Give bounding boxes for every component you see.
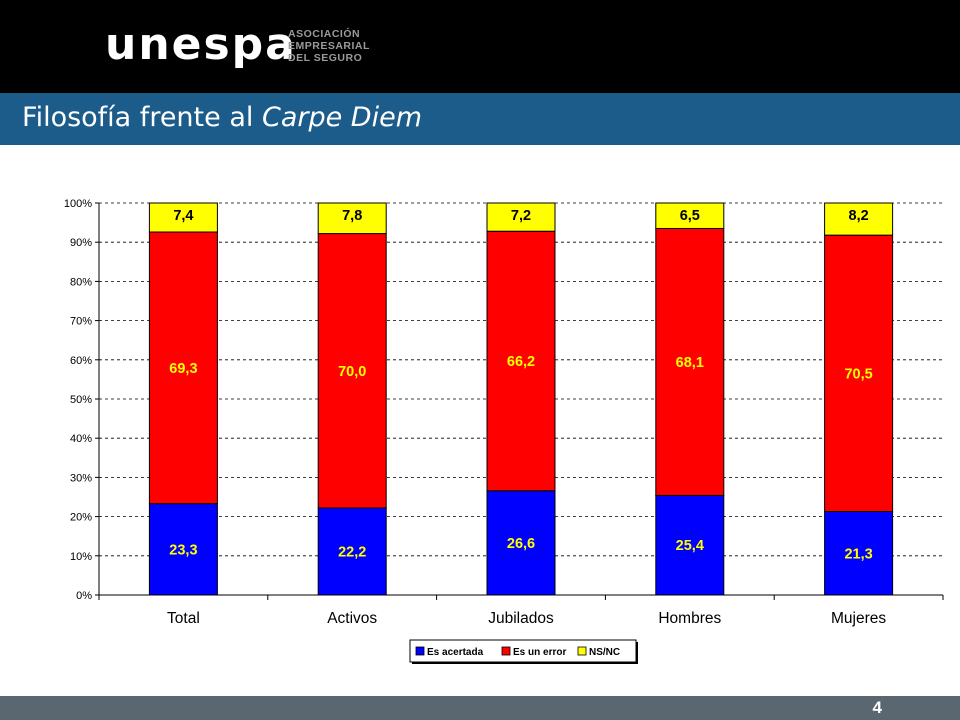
bar-segment <box>148 503 218 596</box>
legend-box <box>409 639 637 663</box>
data-label: 68,1 <box>676 355 704 371</box>
data-label: 23,3 <box>169 542 197 558</box>
data-label: 70,0 <box>338 364 366 380</box>
legend-swatch <box>415 646 425 656</box>
y-tick-label: 40% <box>70 433 92 445</box>
x-category-label: Jubilados <box>488 610 554 627</box>
logo-wordmark: unespa <box>105 19 297 70</box>
bar-segment <box>824 511 894 596</box>
logo-subtitle: ASOCIACIÓN EMPRESARIAL DEL SEGURO <box>288 28 370 64</box>
data-label: 7,8 <box>342 208 362 224</box>
y-tick-label: 70% <box>70 316 92 328</box>
legend-label: Es acertada <box>427 647 484 658</box>
y-tick-label: 30% <box>70 472 92 484</box>
y-tick-label: 100% <box>64 198 92 210</box>
bar-segment <box>824 234 894 513</box>
bar-segment <box>824 202 894 236</box>
legend-label: Es un error <box>513 647 566 658</box>
stacked-bar-chart: 0% 10% 20% 30% 40% 50% 60% 70% 80% 90% 100% 23,3 69,… <box>64 198 944 664</box>
y-tick-label: 50% <box>70 394 92 406</box>
page-number: 4 <box>872 698 882 717</box>
data-label: 7,4 <box>173 208 193 224</box>
y-tick-label: 60% <box>70 355 92 367</box>
y-tick-label: 80% <box>70 276 92 288</box>
page-title-prefix: Filosofía frente al <box>22 102 262 133</box>
data-label: 22,2 <box>338 544 366 560</box>
bar-segment <box>317 233 387 509</box>
logo-sub-line: DEL SEGURO <box>288 52 363 64</box>
bar-segment <box>317 202 387 235</box>
data-label: 69,3 <box>169 361 197 377</box>
data-label: 25,4 <box>676 538 704 554</box>
x-category-label: Hombres <box>658 610 721 627</box>
bar-segment <box>655 494 725 596</box>
y-tick-label: 10% <box>70 551 92 563</box>
title-bar: Filosofía frente al Carpe Diem <box>0 93 960 145</box>
bar-segment <box>486 490 556 596</box>
logo-sub-line: ASOCIACIÓN <box>288 28 361 40</box>
bar-segment <box>486 230 556 492</box>
page-title-italic: Carpe Diem <box>261 102 423 133</box>
legend-swatch <box>501 646 511 656</box>
legend-swatch <box>577 646 587 656</box>
x-category-label: Total <box>167 610 200 627</box>
data-label: 70,5 <box>844 366 872 382</box>
data-label: 7,2 <box>511 208 531 224</box>
data-label: 66,2 <box>507 354 535 370</box>
footer-bar: 4 <box>0 696 960 720</box>
page-title: Filosofía frente al Carpe Diem <box>22 102 422 134</box>
data-label: 21,3 <box>844 546 872 562</box>
y-tick-label: 90% <box>70 237 92 249</box>
bar-segment <box>486 202 556 232</box>
data-label: 6,5 <box>680 208 700 224</box>
bar-segment <box>148 231 218 505</box>
y-tick-label: 20% <box>70 512 92 524</box>
bar-segment <box>655 202 725 229</box>
bar-segment <box>148 202 218 233</box>
legend-label: NS/NC <box>589 647 620 658</box>
x-category-label: Activos <box>327 610 377 627</box>
x-category-label: Mujeres <box>831 610 886 627</box>
data-label: 8,2 <box>849 208 869 224</box>
bar-segment <box>655 227 725 496</box>
unespa-logo: unespa ASOCIACIÓN EMPRESARIAL DEL SEGURO <box>105 19 369 70</box>
y-tick-label: 0% <box>76 590 92 602</box>
data-label: 26,6 <box>507 536 535 552</box>
logo-sub-line: EMPRESARIAL <box>288 40 370 52</box>
header-bar: unespa ASOCIACIÓN EMPRESARIAL DEL SEGURO <box>0 0 960 93</box>
